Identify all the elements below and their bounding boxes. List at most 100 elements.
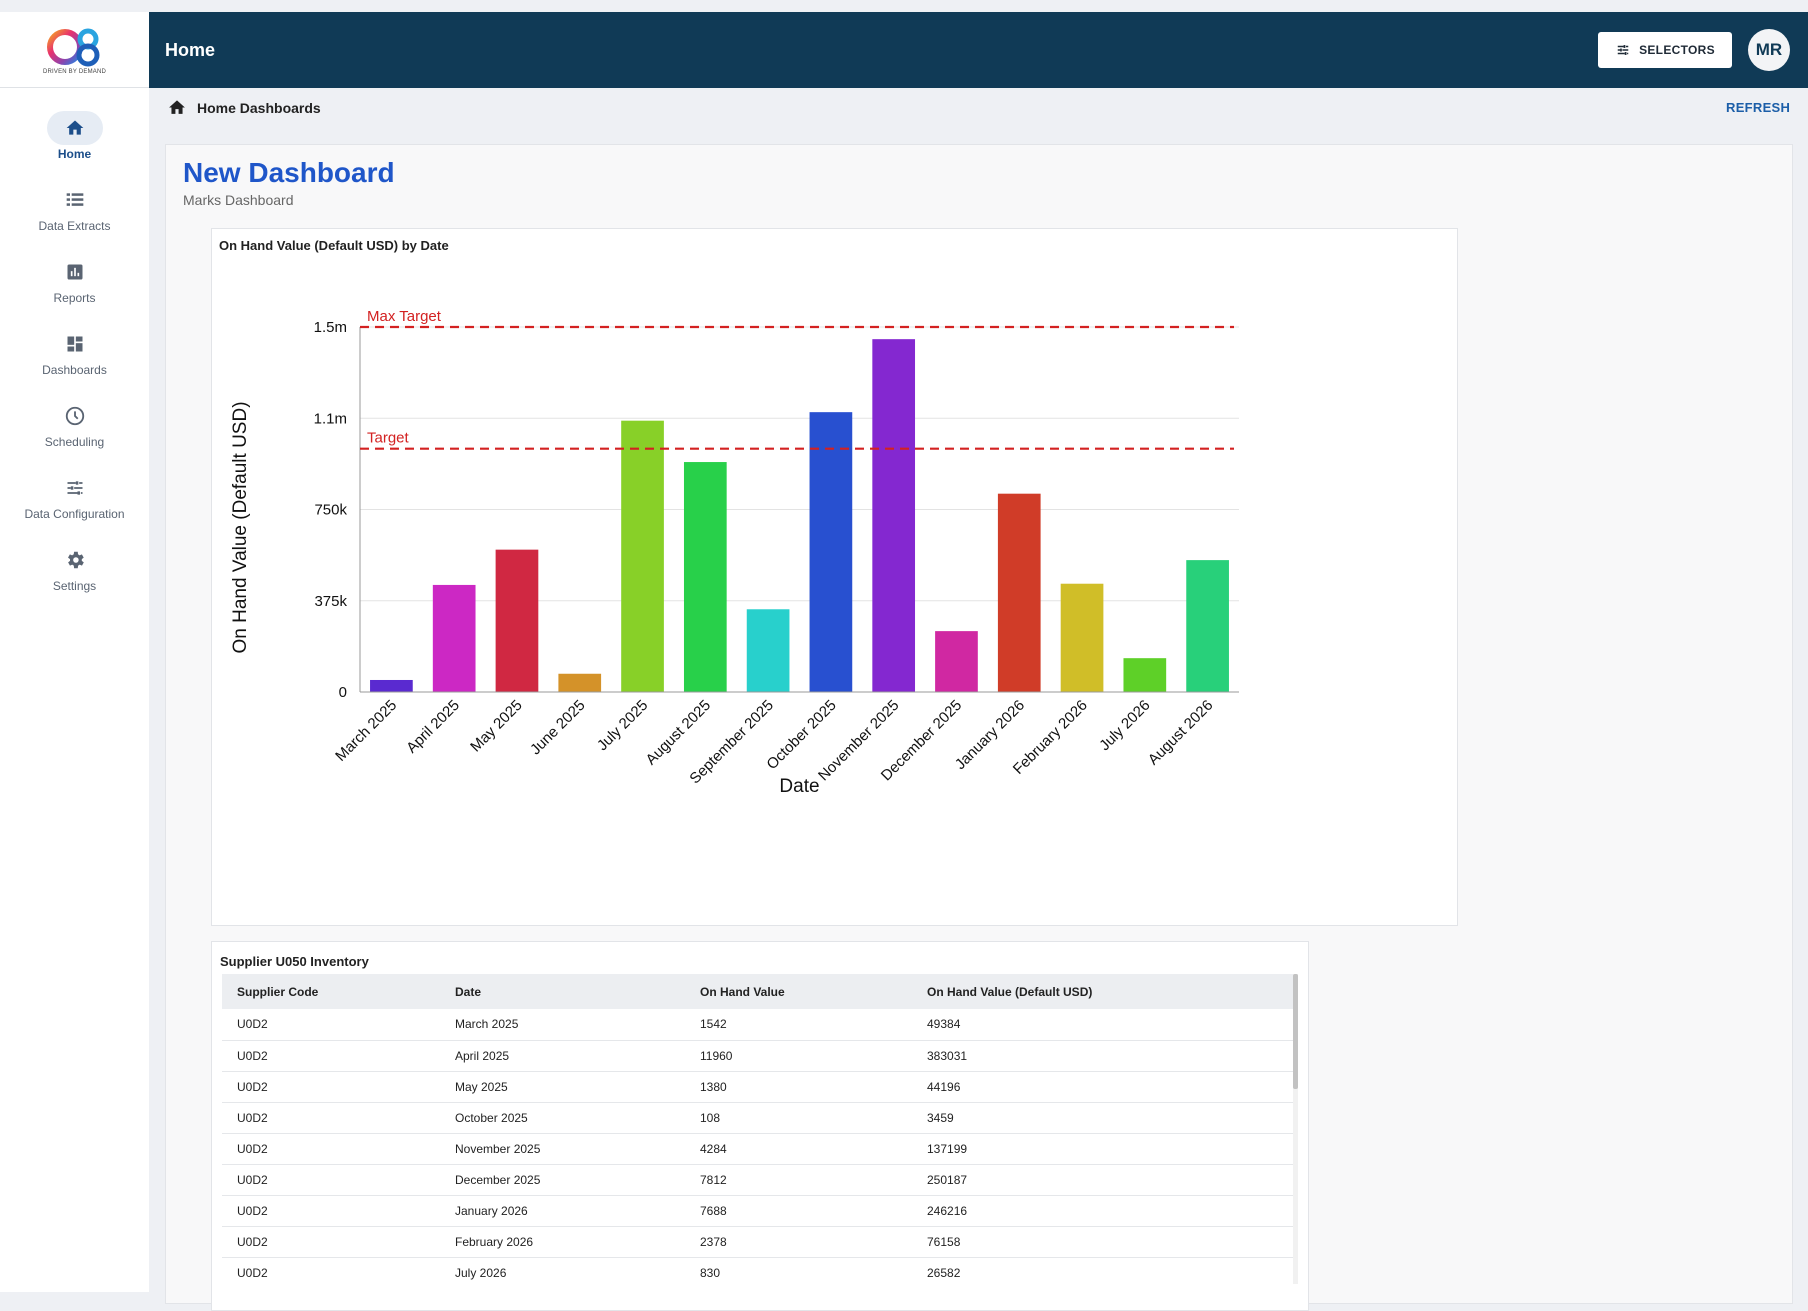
table-cell: 76158	[912, 1226, 1293, 1258]
x-axis-title: Date	[779, 776, 819, 797]
clock-icon	[47, 399, 103, 433]
table-row[interactable]: U0D2 July 2026 830 26582	[222, 1257, 1293, 1284]
sidebar-item-home[interactable]: Home	[0, 100, 149, 172]
list-icon	[47, 183, 103, 217]
table-scrollbar-thumb[interactable]	[1293, 974, 1298, 1089]
column-header[interactable]: Date	[455, 984, 482, 999]
table-cell: 4284	[685, 1133, 912, 1165]
x-tick-label: July 2026	[1096, 697, 1153, 754]
table-cell: 1380	[685, 1071, 912, 1103]
reference-line-label: Max Target	[367, 308, 442, 325]
bar	[495, 549, 539, 692]
table-cell: March 2025	[440, 1009, 685, 1041]
table-row[interactable]: U0D2 April 2025 11960 383031	[222, 1040, 1293, 1072]
y-tick-label: 1.5m	[314, 319, 347, 336]
table-cell: 246216	[912, 1195, 1293, 1227]
x-tick-label: May 2025	[467, 697, 526, 756]
table-cell: 1542	[685, 1009, 912, 1041]
dashboard-subtitle: Marks Dashboard	[183, 192, 294, 208]
avatar[interactable]: MR	[1748, 29, 1790, 71]
logo-mark-icon	[46, 28, 99, 66]
top-strip	[0, 0, 1808, 12]
selectors-button[interactable]: SELECTORS	[1598, 32, 1732, 68]
home-icon[interactable]	[167, 98, 187, 117]
chart-title: On Hand Value (Default USD) by Date	[219, 238, 449, 253]
sidebar-item-scheduling[interactable]: Scheduling	[0, 388, 149, 460]
table-scrollbar[interactable]	[1293, 974, 1298, 1284]
sidebar-item-label: Settings	[52, 579, 97, 593]
table-cell: 3459	[912, 1102, 1293, 1134]
table-row[interactable]: U0D2 October 2025 108 3459	[222, 1102, 1293, 1134]
sidebar-item-label: Home	[57, 147, 92, 161]
inventory-table: Supplier Code Date On Hand Value On Hand…	[222, 974, 1293, 1284]
y-axis-title: On Hand Value (Default USD)	[230, 401, 251, 653]
sidebar-item-reports[interactable]: Reports	[0, 244, 149, 316]
table-cell: 137199	[912, 1133, 1293, 1165]
sidebar-item-label: Scheduling	[44, 435, 105, 449]
sidebar-item-label: Data Configuration	[24, 507, 125, 521]
table-cell: 2378	[685, 1226, 912, 1258]
table-row[interactable]: U0D2 May 2025 1380 44196	[222, 1071, 1293, 1103]
breadcrumb-label[interactable]: Home Dashboards	[197, 99, 321, 116]
sidebar: DRIVEN BY DEMAND Home Data Extracts Repo…	[0, 12, 149, 1292]
bar	[1123, 658, 1167, 692]
dashboard-title: New Dashboard	[183, 157, 395, 188]
sliders-icon	[1617, 45, 1629, 55]
table-row[interactable]: U0D2 January 2026 7688 246216	[222, 1195, 1293, 1227]
table-cell: 7812	[685, 1164, 912, 1196]
app-header: Home SELECTORS MR	[149, 12, 1808, 88]
page-title: Home	[165, 40, 216, 60]
table-cell: U0D2	[222, 1257, 440, 1284]
selectors-label: SELECTORS	[1639, 43, 1715, 57]
bar	[558, 673, 602, 692]
y-tick-label: 375k	[314, 593, 347, 610]
logo[interactable]: DRIVEN BY DEMAND	[0, 12, 149, 88]
chart-card: On Hand Value (Default USD) by Date 0 375…	[211, 228, 1458, 926]
table-cell: April 2025	[440, 1040, 685, 1072]
bar	[872, 339, 916, 692]
bar	[621, 420, 664, 692]
breadcrumb: Home Dashboards	[167, 98, 321, 117]
refresh-button[interactable]: REFRESH	[1726, 100, 1791, 115]
bar-chart: 0 375k 750k 1.1m 1.5m March 2025 April 2025 May…	[230, 308, 1239, 797]
table-row[interactable]: U0D2 February 2026 2378 76158	[222, 1226, 1293, 1258]
table-cell: January 2026	[440, 1195, 685, 1227]
table-cell: 44196	[912, 1071, 1293, 1103]
table-row[interactable]: U0D2 November 2025 4284 137199	[222, 1133, 1293, 1165]
table-cell: February 2026	[440, 1226, 685, 1258]
sidebar-item-settings[interactable]: Settings	[0, 532, 149, 604]
y-tick-label: 0	[339, 684, 347, 701]
table-scroll-area[interactable]: Supplier Code Date On Hand Value On Hand…	[222, 974, 1298, 1284]
column-header[interactable]: On Hand Value	[700, 984, 785, 999]
table-cell: U0D2	[222, 1040, 440, 1072]
bar-chart-icon	[47, 255, 103, 289]
sidebar-item-label: Data Extracts	[38, 219, 111, 233]
bar	[370, 679, 413, 692]
sliders-icon	[47, 471, 103, 505]
table-cell: U0D2	[222, 1133, 440, 1165]
table-cell: 383031	[912, 1040, 1293, 1072]
sidebar-item-label: Reports	[53, 291, 96, 305]
home-icon	[46, 111, 103, 145]
table-cell: November 2025	[440, 1133, 685, 1165]
table-cell: U0D2	[222, 1102, 440, 1134]
sidebar-item-data-configuration[interactable]: Data Configuration	[0, 460, 149, 532]
bar	[746, 609, 790, 692]
sidebar-item-dashboards[interactable]: Dashboards	[0, 316, 149, 388]
inventory-table-card: Supplier U050 Inventory Supplier Code Da…	[211, 941, 1309, 1311]
x-tick-label: April 2025	[403, 697, 463, 757]
bar	[935, 631, 978, 692]
table-cell: July 2026	[440, 1257, 685, 1284]
table-row[interactable]: U0D2 March 2025 1542 49384	[222, 1009, 1293, 1041]
table-cell: 7688	[685, 1195, 912, 1227]
table-cell: U0D2	[222, 1226, 440, 1258]
reference-line-label: Target	[367, 430, 410, 447]
x-tick-label: June 2025	[527, 697, 589, 759]
column-header[interactable]: Supplier Code	[237, 984, 319, 999]
y-tick-label: 750k	[314, 502, 347, 519]
column-header[interactable]: On Hand Value (Default USD)	[927, 984, 1093, 999]
sidebar-nav: Home Data Extracts Reports Dashboards Sc…	[0, 88, 149, 604]
sidebar-item-data-extracts[interactable]: Data Extracts	[0, 172, 149, 244]
table-row[interactable]: U0D2 December 2025 7812 250187	[222, 1164, 1293, 1196]
table-cell: 250187	[912, 1164, 1293, 1196]
